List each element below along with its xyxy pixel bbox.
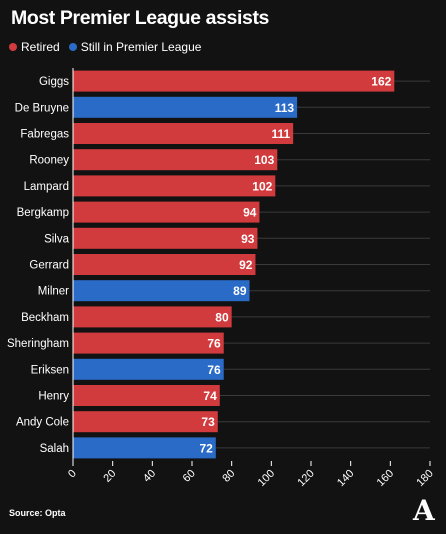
bar-andy-cole xyxy=(73,411,218,433)
bar-giggs xyxy=(73,70,395,92)
category-label-de-bruyne: De Bruyne xyxy=(15,102,69,114)
bar-rooney xyxy=(73,149,278,171)
value-label-gerrard: 92 xyxy=(239,258,253,272)
value-label-fabregas: 111 xyxy=(271,127,290,141)
bar-lampard xyxy=(73,175,276,197)
bar-fabregas xyxy=(73,123,294,144)
category-label-eriksen: Eriksen xyxy=(31,364,69,376)
category-label-sheringham: Sheringham xyxy=(7,338,69,350)
value-label-salah: 72 xyxy=(199,441,213,455)
value-label-giggs: 162 xyxy=(371,75,391,89)
category-label-bergkamp: Bergkamp xyxy=(17,207,69,219)
legend-swatch-retired-icon xyxy=(9,43,17,51)
bar-silva xyxy=(73,227,258,249)
value-label-de-bruyne: 113 xyxy=(275,101,295,115)
value-label-bergkamp: 94 xyxy=(243,206,257,220)
value-label-andy-cole: 73 xyxy=(201,415,215,429)
x-tick-label-0: 0 xyxy=(66,468,79,481)
x-tick-label-140: 140 xyxy=(335,468,356,489)
x-tick-label-60: 60 xyxy=(181,468,198,485)
value-label-eriksen: 76 xyxy=(207,363,221,377)
value-label-henry: 74 xyxy=(203,389,217,403)
category-label-beckham: Beckham xyxy=(21,312,69,324)
x-tick-label-120: 120 xyxy=(295,468,316,489)
legend-item-retired: Retired xyxy=(9,40,60,54)
bar-milner xyxy=(73,280,250,302)
legend-item-active: Still in Premier League xyxy=(68,40,202,54)
value-label-sheringham: 76 xyxy=(207,337,221,351)
bar-bergkamp xyxy=(73,201,260,223)
category-label-giggs: Giggs xyxy=(39,76,69,88)
bar-henry xyxy=(73,385,220,406)
legend-swatch-active-icon xyxy=(68,43,77,51)
legend: Retired Still in Premier League xyxy=(9,40,210,54)
x-tick-label-160: 160 xyxy=(375,468,396,489)
category-label-gerrard: Gerrard xyxy=(29,260,69,272)
value-label-beckham: 80 xyxy=(215,310,229,324)
value-label-milner: 89 xyxy=(233,284,247,298)
x-tick-label-100: 100 xyxy=(256,468,277,489)
legend-label-retired: Retired xyxy=(21,40,60,54)
category-label-milner: Milner xyxy=(38,286,69,298)
x-tick-label-80: 80 xyxy=(220,468,237,485)
x-tick-label-180: 180 xyxy=(414,468,435,489)
category-label-lampard: Lampard xyxy=(24,181,69,193)
value-label-lampard: 102 xyxy=(252,179,272,193)
value-label-rooney: 103 xyxy=(254,153,274,167)
x-tick-label-40: 40 xyxy=(141,468,158,485)
bar-salah xyxy=(73,437,216,459)
category-label-andy-cole: Andy Cole xyxy=(16,417,69,429)
bar-de-bruyne xyxy=(73,96,298,118)
chart-title: Most Premier League assists xyxy=(11,7,269,29)
value-label-silva: 93 xyxy=(241,232,255,246)
publisher-logo: A xyxy=(413,494,435,527)
bar-sheringham xyxy=(73,332,224,354)
category-label-rooney: Rooney xyxy=(29,155,69,167)
legend-label-active: Still in Premier League xyxy=(80,40,202,54)
x-tick-label-20: 20 xyxy=(101,468,118,485)
bar-eriksen xyxy=(73,358,224,380)
category-label-silva: Silva xyxy=(44,233,70,245)
source-note: Source: Opta xyxy=(9,508,66,518)
bar-beckham xyxy=(73,306,232,328)
category-label-salah: Salah xyxy=(40,443,69,455)
category-label-henry: Henry xyxy=(38,391,69,403)
bar-gerrard xyxy=(73,254,256,275)
category-label-fabregas: Fabregas xyxy=(20,129,69,141)
